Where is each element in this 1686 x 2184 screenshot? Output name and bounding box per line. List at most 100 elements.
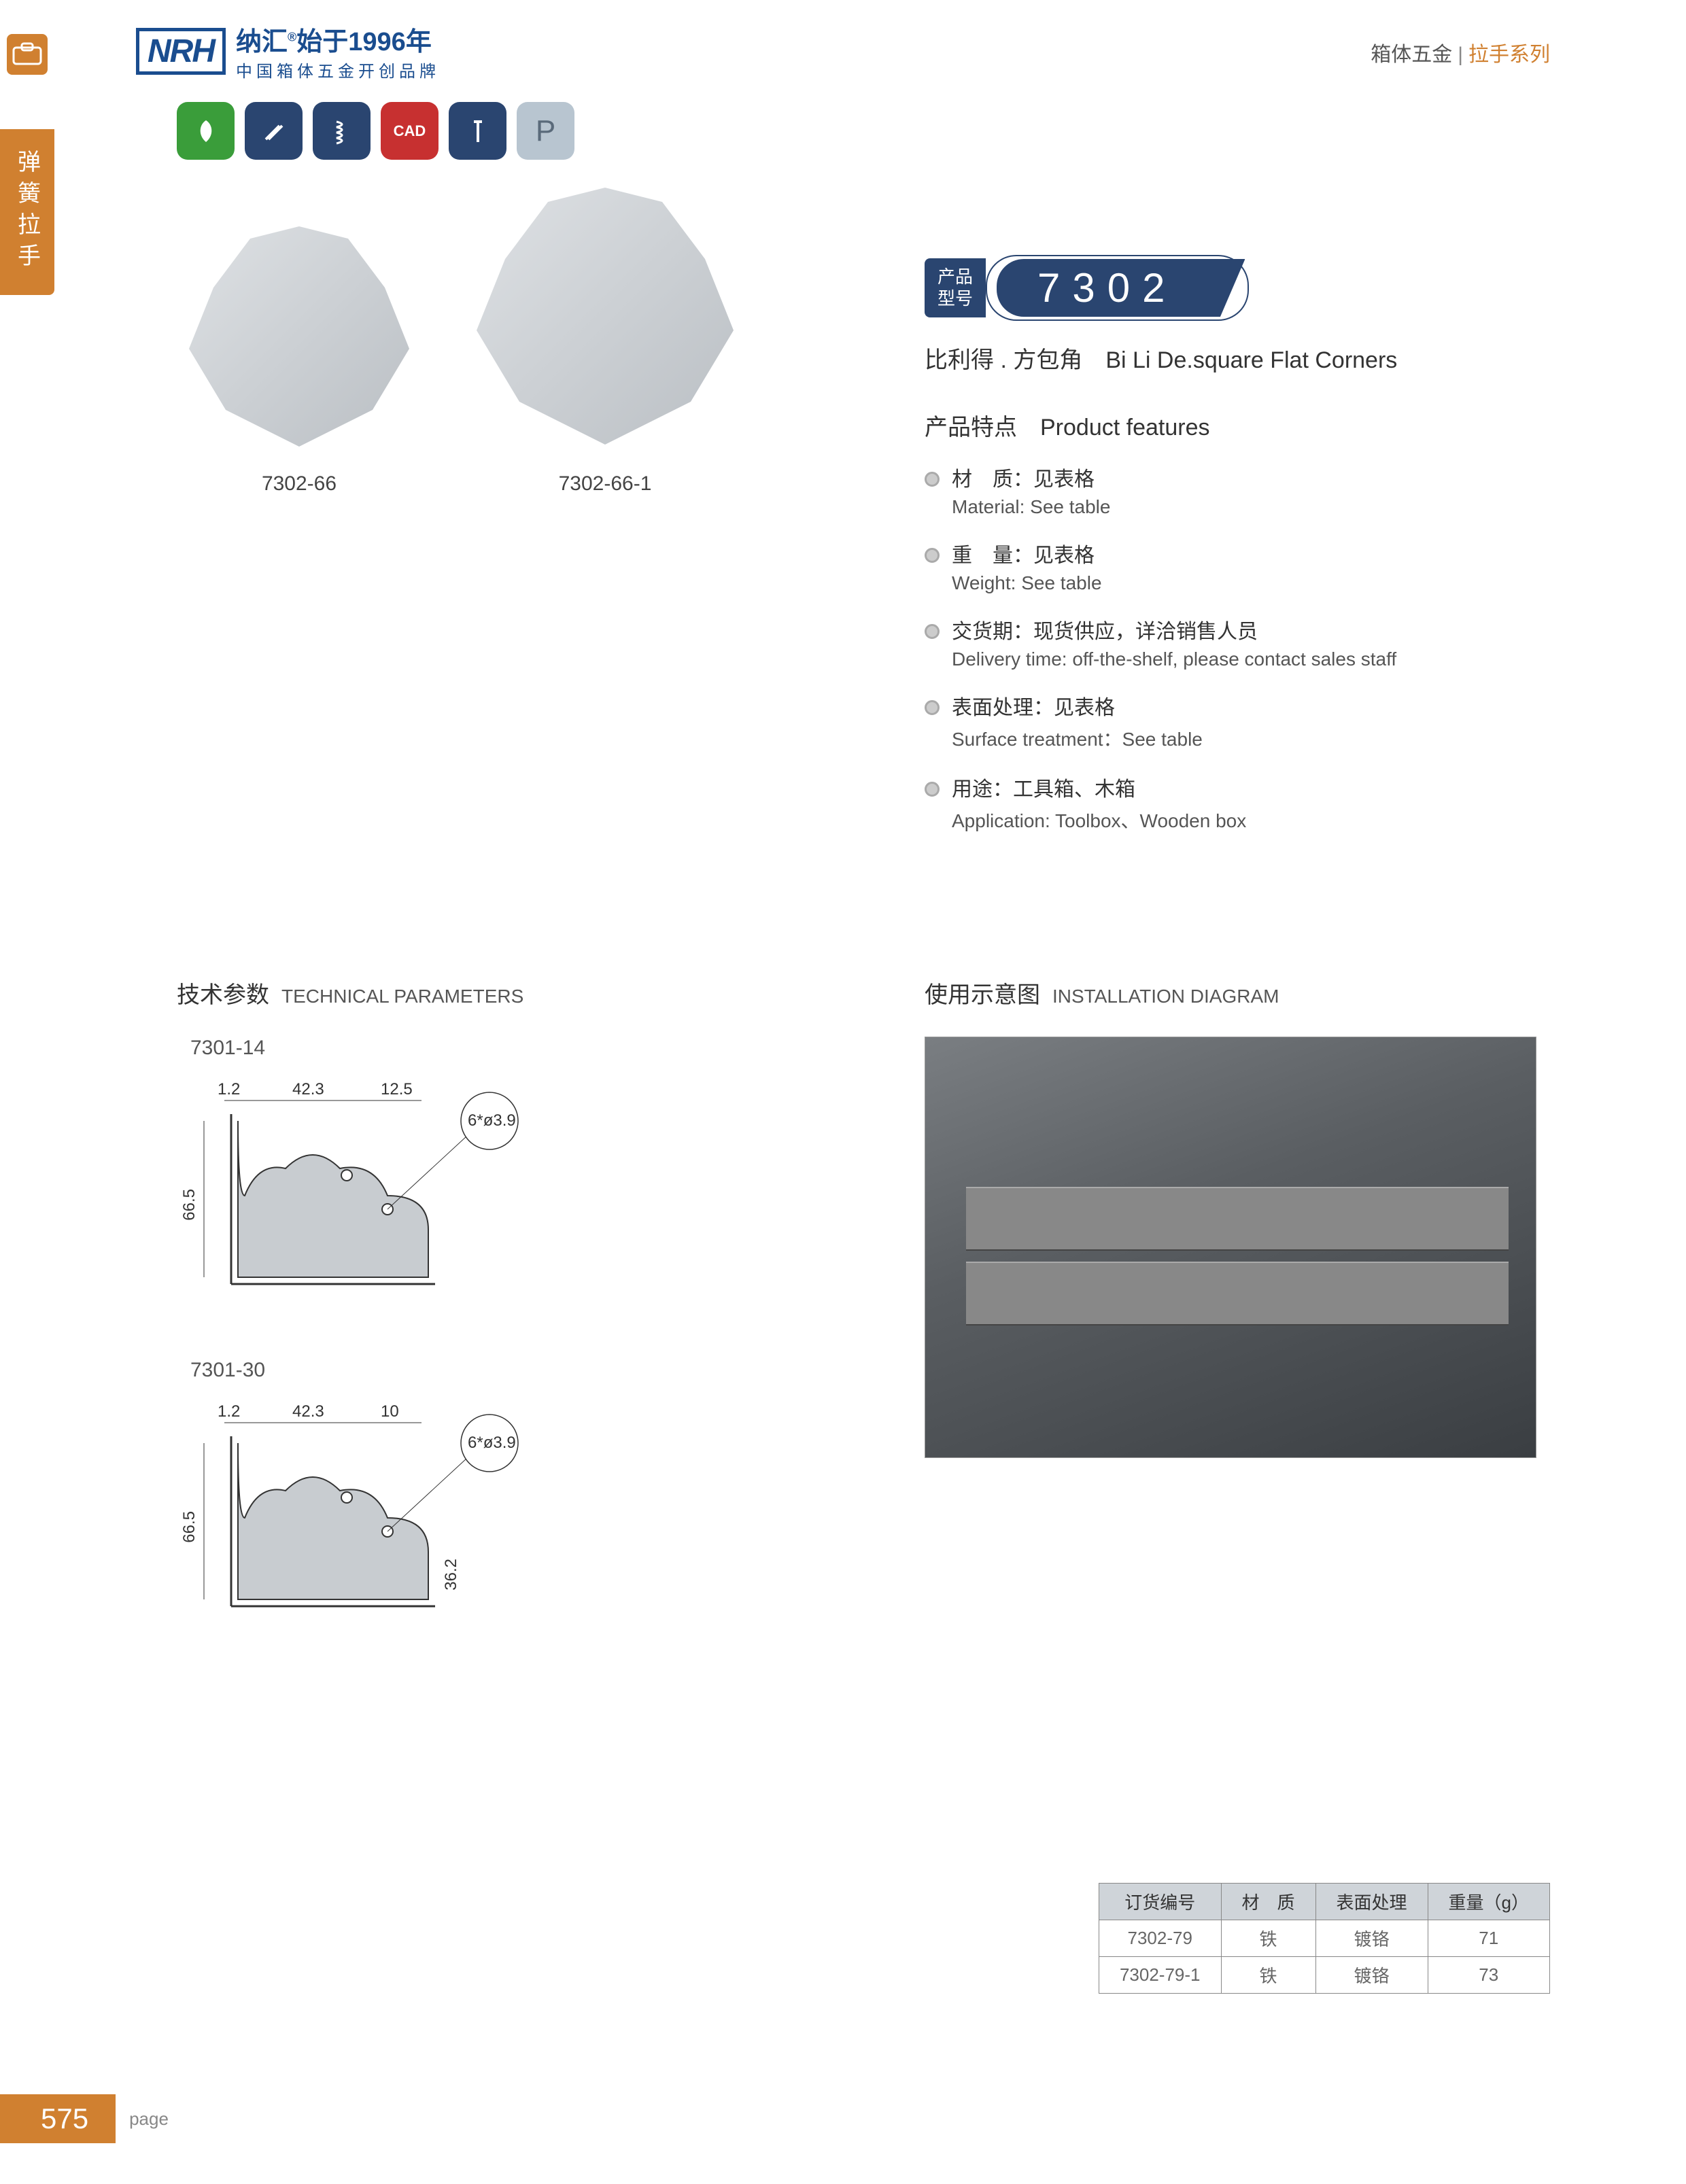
category-2: 拉手系列 — [1468, 44, 1550, 66]
tools-icon — [245, 102, 303, 160]
table-header: 重量（g） — [1428, 1884, 1549, 1920]
technical-diagram: 1.2 42.3 10 6*ø3.9 66.5 36.2 — [177, 1396, 585, 1627]
dim-d2: 42.3 — [292, 1080, 324, 1099]
right-column: 产品 型号 7302 比利得 . 方包角 Bi Li De.square Fla… — [857, 214, 1550, 854]
product-subtitle: 比利得 . 方包角 Bi Li De.square Flat Corners — [925, 341, 1550, 375]
logo-text: 纳汇®始于1996年 中国箱体五金开创品牌 — [236, 20, 440, 82]
category-1: 箱体五金 — [1371, 44, 1452, 66]
eco-icon — [177, 102, 235, 160]
dim-hole: 6*ø3.9 — [468, 1111, 516, 1130]
left-column: 7302-66 7302-66-1 — [177, 214, 857, 854]
brand-line-2: 中国箱体五金开创品牌 — [236, 58, 440, 82]
install-title-en: INSTALLATION DIAGRAM — [1052, 986, 1279, 1007]
table-cell: 7302-79 — [1099, 1920, 1221, 1957]
cad-icon: CAD — [381, 102, 438, 160]
cad-label: CAD — [394, 122, 426, 140]
spec-table: 订货编号材 质表面处理重量（g） 7302-79铁镀铬717302-79-1铁镀… — [1099, 1883, 1550, 1994]
diagrams-container: 7301-14 1.2 42.3 12.5 6*ø3.9 66.5 73 — [177, 1037, 857, 1627]
dim-h: 66.5 — [180, 1189, 199, 1221]
screw-icon — [449, 102, 506, 160]
features-title-cn: 产品特点 — [925, 415, 1017, 440]
dim-d3: 10 — [381, 1402, 399, 1421]
side-category-icon — [7, 34, 48, 75]
main-content: 7302-66 7302-66-1 产品 型号 7302 比利得 . 方包角 B… — [0, 160, 1686, 854]
diagram-label: 7301-14 — [190, 1037, 857, 1060]
product-label-1: 7302-66 — [177, 472, 422, 496]
product-images: 7302-66 7302-66-1 — [177, 214, 857, 496]
certification-icon-row: CAD P — [0, 82, 1686, 160]
feature-item: 交货期：现货供应，详洽销售人员 Delivery time: off-the-sh… — [925, 614, 1550, 670]
product-1: 7302-66 — [177, 214, 422, 496]
feature-cn: 重 量：见表格 — [952, 538, 1550, 568]
separator: | — [1458, 44, 1463, 66]
p-icon: P — [517, 102, 574, 160]
table-cell: 73 — [1428, 1957, 1549, 1994]
side-tab-label: 弹簧拉手 — [0, 129, 54, 295]
model-label-2: 型号 — [937, 288, 974, 309]
feature-en: Application: Toolbox、Wooden box — [952, 806, 1550, 833]
brand-line-1: 纳汇®始于1996年 — [236, 20, 440, 58]
diagram-block: 7301-30 1.2 42.3 10 6*ø3.9 66.5 36.2 — [177, 1359, 857, 1627]
dim-h2: 36.2 — [442, 1559, 461, 1591]
table-header: 订货编号 — [1099, 1884, 1221, 1920]
dim-d3: 12.5 — [381, 1080, 413, 1099]
model-number-container: 7302 — [986, 255, 1249, 321]
table-cell: 铁 — [1221, 1920, 1315, 1957]
dim-h: 66.5 — [180, 1511, 199, 1543]
model-label-1: 产品 — [937, 266, 974, 288]
product-2: 7302-66-1 — [462, 255, 748, 496]
technical-diagram: 1.2 42.3 12.5 6*ø3.9 66.5 — [177, 1073, 585, 1304]
feature-cn: 用途：工具箱、木箱 — [952, 772, 1550, 802]
installation-photo — [925, 1037, 1536, 1458]
feature-cn: 交货期：现货供应，详洽销售人员 — [952, 614, 1550, 644]
tech-column: 技术参数TECHNICAL PARAMETERS 7301-14 1.2 42.… — [177, 854, 857, 1681]
diagram-label: 7301-30 — [190, 1359, 857, 1382]
spec-table-body: 7302-79铁镀铬717302-79-1铁镀铬73 — [1099, 1920, 1549, 1994]
dim-d1: 1.2 — [218, 1080, 240, 1099]
table-row: 7302-79-1铁镀铬73 — [1099, 1957, 1549, 1994]
spring-icon — [313, 102, 371, 160]
registered-mark: ® — [288, 30, 296, 44]
install-heading: 使用示意图INSTALLATION DIAGRAM — [925, 976, 1550, 1009]
page-header: NRH 纳汇®始于1996年 中国箱体五金开创品牌 箱体五金 |拉手系列 — [0, 0, 1686, 82]
feature-cn: 材 质：见表格 — [952, 462, 1550, 492]
product-image-2 — [462, 173, 748, 459]
brand-year: 始于1996年 — [296, 28, 432, 56]
feature-item: 用途：工具箱、木箱 Application: Toolbox、Wooden box — [925, 772, 1550, 833]
tech-params-heading: 技术参数TECHNICAL PARAMETERS — [177, 976, 857, 1009]
p-label: P — [536, 114, 555, 148]
table-cell: 镀铬 — [1315, 1920, 1428, 1957]
table-cell: 7302-79-1 — [1099, 1957, 1221, 1994]
install-column: 使用示意图INSTALLATION DIAGRAM — [857, 854, 1550, 1681]
page-label: page — [129, 2109, 169, 2130]
table-cell: 铁 — [1221, 1957, 1315, 1994]
dim-d2: 42.3 — [292, 1402, 324, 1421]
features-heading: 产品特点 Product features — [925, 409, 1550, 442]
page-number-block: 575 page — [0, 2094, 169, 2143]
features-list: 材 质：见表格Material: See table 重 量：见表格 Weight:… — [925, 462, 1550, 833]
table-cell: 71 — [1428, 1920, 1549, 1957]
product-label-2: 7302-66-1 — [462, 472, 748, 496]
logo-block: NRH 纳汇®始于1996年 中国箱体五金开创品牌 — [136, 20, 440, 82]
page-number: 575 — [0, 2094, 116, 2143]
feature-cn: 表面处理：见表格 — [952, 691, 1550, 721]
lower-section: 技术参数TECHNICAL PARAMETERS 7301-14 1.2 42.… — [0, 854, 1686, 1681]
feature-en: Weight: See table — [952, 572, 1550, 594]
brand-name: 纳汇 — [236, 28, 288, 56]
model-label: 产品 型号 — [925, 258, 986, 317]
table-header: 材 质 — [1221, 1884, 1315, 1920]
feature-en: Delivery time: off-the-shelf, please con… — [952, 648, 1550, 670]
feature-en: Surface treatment：See table — [952, 725, 1550, 752]
header-category: 箱体五金 |拉手系列 — [1371, 20, 1550, 67]
feature-item: 重 量：见表格 Weight: See table — [925, 538, 1550, 594]
model-badge: 产品 型号 7302 — [925, 255, 1550, 321]
product-image-1 — [177, 214, 422, 459]
catalog-page: 弹簧拉手 NRH 纳汇®始于1996年 中国箱体五金开创品牌 箱体五金 |拉手系列… — [0, 0, 1686, 2184]
logo-mark: NRH — [136, 28, 226, 75]
feature-item: 材 质：见表格Material: See table — [925, 462, 1550, 518]
feature-item: 表面处理：见表格 Surface treatment：See table — [925, 691, 1550, 752]
tech-title-en: TECHNICAL PARAMETERS — [281, 986, 523, 1007]
table-header: 表面处理 — [1315, 1884, 1428, 1920]
dim-d1: 1.2 — [218, 1402, 240, 1421]
model-number: 7302 — [997, 259, 1245, 317]
